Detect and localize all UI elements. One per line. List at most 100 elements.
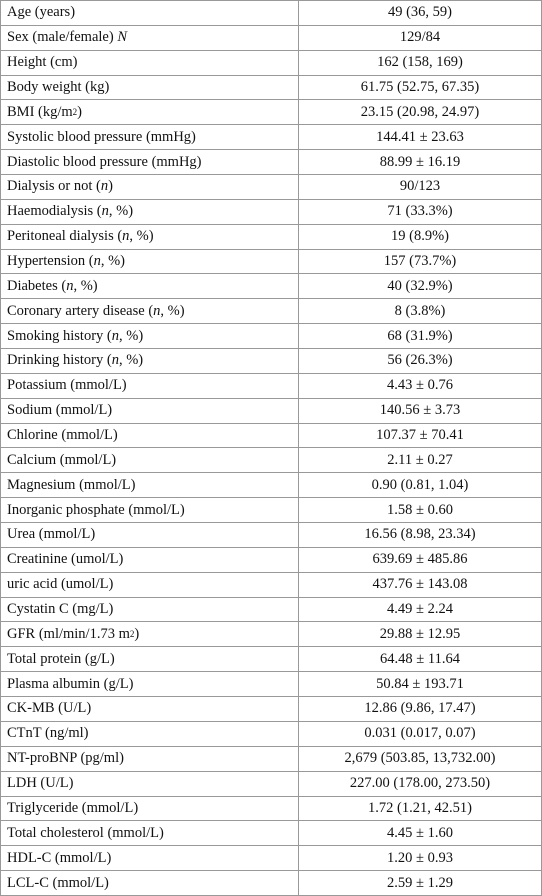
table-row: Plasma albumin (g/L) 50.84 ± 193.71 [0, 672, 542, 698]
table-row: Height (cm) 162 (158, 169) [0, 50, 542, 76]
label-cell: NT-proBNP (pg/ml) [1, 746, 299, 771]
label-cell: Total cholesterol (mmol/L) [1, 821, 299, 846]
label-text: , %) [160, 302, 185, 319]
label-text: , %) [108, 203, 134, 220]
label-text: Total cholesterol (mmol/L) [7, 824, 164, 841]
label-cell: uric acid (umol/L) [1, 572, 299, 597]
label-cell: CTnT (ng/ml) [1, 721, 299, 746]
table-row: NT-proBNP (pg/ml) 2,679 (503.85, 13,732.0… [0, 746, 542, 772]
table-row: Systolic blood pressure (mmHg) 144.41 ± 2… [0, 125, 542, 151]
label-text: Plasma albumin (g/L) [7, 675, 134, 692]
table-row: CTnT (ng/ml) 0.031 (0.017, 0.07) [0, 721, 542, 747]
value-cell: 71 (33.3%) [387, 203, 453, 220]
value-cell: 61.75 (52.75, 67.35) [360, 79, 480, 95]
label-cell: Inorganic phosphate (mmol/L) [1, 498, 299, 523]
label-text: Body weight (kg) [7, 79, 110, 95]
table-row: Smoking history (n, %) 68 (31.9%) [0, 324, 542, 350]
label-cell: Sodium (mmol/L) [1, 398, 299, 423]
label-cell: Dialysis or not (n) [1, 175, 299, 199]
table-row: Peritoneal dialysis (n, %) 19 (8.9%) [0, 224, 542, 250]
label-italic: n [100, 178, 109, 195]
value-cell: 639.69 ± 485.86 [372, 551, 468, 568]
table-row: BMI (kg/m 2) 23.15 (20.98, 24.97) [0, 100, 542, 126]
table-row: Creatinine (umol/L) 639.69 ± 485.86 [0, 547, 542, 573]
value-cell: 8 (3.8%) [394, 302, 446, 319]
value-cell: 29.88 ± 12.95 [379, 625, 461, 642]
label-cell: Haemodialysis (n, %) [1, 199, 299, 224]
label-text: Creatinine (umol/L) [7, 551, 124, 568]
label-text: , %) [100, 253, 125, 270]
value-cell: 0.031 (0.017, 0.07) [364, 725, 476, 742]
label-cell: Chlorine (mmol/L) [1, 423, 299, 448]
label-text: , %) [129, 228, 154, 245]
table-row: Diabetes (n, %) 40 (32.9%) [0, 274, 542, 300]
table-row: uric acid (umol/L) 437.76 ± 143.08 [0, 572, 542, 598]
label-text: , %) [118, 352, 144, 369]
label-cell: GFR (ml/min/1.73 m 2) [1, 622, 299, 647]
table-row: HDL-C (mmol/L) 1.20 ± 0.93 [0, 846, 542, 872]
label-cell: Potassium (mmol/L) [1, 373, 299, 398]
label-cell: Plasma albumin (g/L) [1, 672, 299, 697]
label-cell: Smoking history (n, %) [1, 324, 299, 349]
label-italic: n [101, 203, 109, 220]
label-cell: Age (years) [1, 1, 299, 25]
label-text: ) [108, 178, 113, 195]
value-cell: 40 (32.9%) [387, 277, 453, 294]
label-cell: LCL-C (mmol/L) [1, 871, 299, 895]
label-cell: BMI (kg/m 2) [1, 100, 299, 125]
value-cell: 2.59 ± 1.29 [387, 874, 453, 891]
table-row: GFR (ml/min/1.73 m 2) 29.88 ± 12.95 [0, 622, 542, 648]
label-text: Calcium (mmol/L) [7, 451, 117, 468]
label-text: ) [77, 103, 82, 120]
label-text: Inorganic phosphate (mmol/L) [7, 501, 185, 518]
label-text: Total protein (g/L) [7, 650, 115, 667]
label-cell: Magnesium (mmol/L) [1, 473, 299, 498]
label-text: CK-MB (U/L) [7, 700, 92, 717]
label-cell: HDL-C (mmol/L) [1, 846, 299, 871]
table-row: Magnesium (mmol/L) 0.90 (0.81, 1.04) [0, 473, 542, 499]
label-italic: n [111, 352, 119, 369]
table-row: Body weight (kg) 61.75 (52.75, 67.35) [0, 75, 542, 101]
value-cell: 64.48 ± 11.64 [380, 650, 460, 667]
value-cell: 50.84 ± 193.71 [376, 675, 464, 692]
label-cell: Drinking history (n, %) [1, 349, 299, 373]
label-text: , %) [73, 277, 98, 294]
label-text: Smoking history ( [7, 327, 112, 344]
label-text: Age (years) [7, 4, 76, 21]
table-row: Urea (mmol/L) 16.56 (8.98, 23.34) [0, 523, 542, 548]
value-cell: 90/123 [399, 178, 441, 195]
label-cell: Body weight (kg) [1, 75, 299, 100]
value-cell: 68 (31.9%) [387, 327, 453, 344]
table-row: Total protein (g/L) 64.48 ± 11.64 [0, 647, 542, 673]
label-text: Potassium (mmol/L) [7, 377, 127, 394]
value-cell: 4.43 ± 0.76 [387, 377, 453, 394]
value-cell: 16.56 (8.98, 23.34) [364, 526, 476, 543]
label-cell: Triglyceride (mmol/L) [1, 796, 299, 821]
label-text: GFR (ml/min/1.73 m [7, 625, 130, 642]
label-text: ) [134, 625, 140, 642]
table-row: Cystatin C (mg/L) 4.49 ± 2.24 [0, 597, 542, 623]
value-cell: 88.99 ± 16.19 [379, 153, 461, 170]
label-cell: LDH (U/L) [1, 771, 299, 796]
label-italic: n [111, 327, 119, 344]
label-text: BMI (kg/m [7, 103, 73, 120]
value-cell: 1.20 ± 0.93 [387, 849, 453, 866]
label-text: Dialysis or not ( [7, 178, 101, 195]
label-text: uric acid (umol/L) [7, 576, 114, 593]
value-cell: 49 (36, 59) [387, 4, 453, 21]
label-text: Coronary artery disease ( [7, 302, 154, 319]
label-italic: n [153, 302, 161, 319]
label-text: Haemodialysis ( [7, 203, 102, 220]
value-cell: 56 (26.3%) [387, 352, 453, 369]
table-row: Calcium (mmol/L) 2.11 ± 0.27 [0, 448, 542, 474]
label-text: Triglyceride (mmol/L) [7, 799, 139, 816]
label-cell: Sex (male/female) N [1, 25, 299, 50]
label-text: Sodium (mmol/L) [7, 402, 113, 419]
label-cell: Creatinine (umol/L) [1, 547, 299, 572]
value-cell: 437.76 ± 143.08 [372, 576, 468, 593]
value-cell: 129/84 [399, 29, 441, 46]
label-text: Height (cm) [7, 54, 78, 71]
table-row: Diastolic blood pressure (mmHg) 88.99 ± 1… [0, 150, 542, 176]
table-row: Drinking history (n, %) 56 (26.3%) [0, 349, 542, 374]
